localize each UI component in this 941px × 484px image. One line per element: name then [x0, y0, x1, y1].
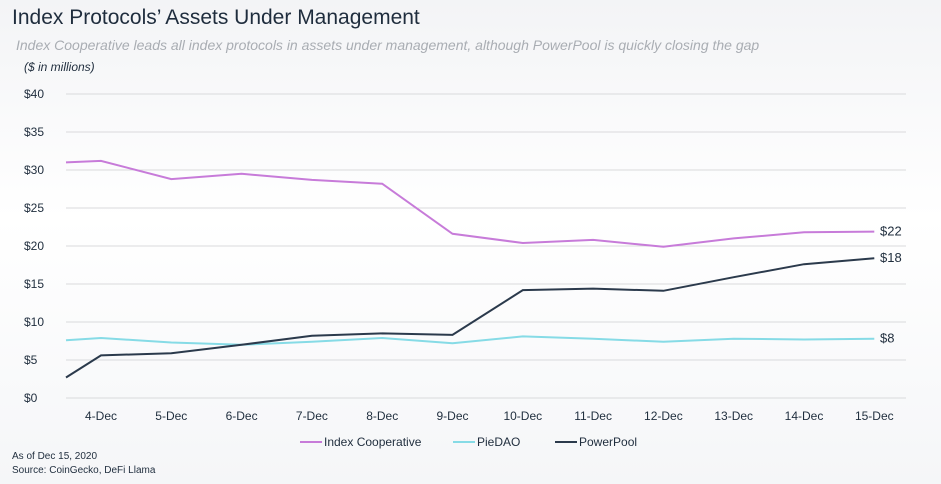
y-tick-label: $5	[24, 353, 38, 367]
series-line	[65, 335, 875, 346]
series-line	[65, 159, 875, 248]
chart-title: Index Protocols’ Assets Under Management	[12, 6, 420, 29]
x-tick-label: 5-Dec	[155, 409, 187, 423]
series-lines	[65, 159, 875, 379]
x-tick-label: 12-Dec	[644, 409, 683, 423]
y-tick-label: $30	[24, 163, 44, 177]
legend-item: Index Cooperative	[300, 435, 422, 449]
y-tick-label: $25	[24, 201, 44, 215]
x-tick-label: 11-Dec	[574, 409, 612, 423]
y-tick-label: $35	[24, 125, 44, 139]
end-labels: $22 $8 $18	[880, 224, 902, 346]
y-tick-label: $20	[24, 239, 44, 253]
y-tick-label: $10	[24, 315, 44, 329]
x-tick-label: 9-Dec	[436, 409, 468, 423]
x-tick-label: 4-Dec	[85, 409, 117, 423]
end-value-label: $22	[880, 224, 902, 239]
gridlines	[66, 93, 906, 399]
as-of-note: As of Dec 15, 2020	[12, 451, 98, 462]
y-tick-label: $40	[24, 87, 44, 101]
source-note: Source: CoinGecko, DeFi Llama	[12, 465, 156, 476]
legend-label: PieDAO	[477, 435, 520, 449]
chart-subtitle: Index Cooperative leads all index protoc…	[16, 37, 760, 53]
legend-item: PowerPool	[555, 435, 637, 449]
series-line	[65, 257, 875, 379]
x-tick-label: 15-Dec	[855, 409, 894, 423]
end-value-label: $8	[880, 331, 894, 346]
x-axis: 4-Dec 5-Dec 6-Dec 7-Dec 8-Dec 9-Dec 10-Dec 11-D…	[85, 409, 894, 423]
x-tick-label: 10-Dec	[503, 409, 542, 423]
legend-label: Index Cooperative	[324, 435, 422, 449]
x-tick-label: 8-Dec	[366, 409, 398, 423]
x-tick-label: 13-Dec	[714, 409, 753, 423]
legend: Index Cooperative PieDAO PowerPool	[300, 435, 637, 449]
x-tick-label: 7-Dec	[296, 409, 328, 423]
y-axis: $0 $5 $10 $15 $20 $25 $30 $35 $40	[24, 87, 44, 405]
end-value-label: $18	[880, 250, 902, 265]
unit-label: ($ in millions)	[24, 60, 95, 74]
y-tick-label: $0	[24, 391, 38, 405]
legend-item: PieDAO	[453, 435, 520, 449]
y-tick-label: $15	[24, 277, 44, 291]
x-tick-label: 6-Dec	[226, 409, 258, 423]
x-tick-label: 14-Dec	[785, 409, 824, 423]
legend-label: PowerPool	[579, 435, 637, 449]
